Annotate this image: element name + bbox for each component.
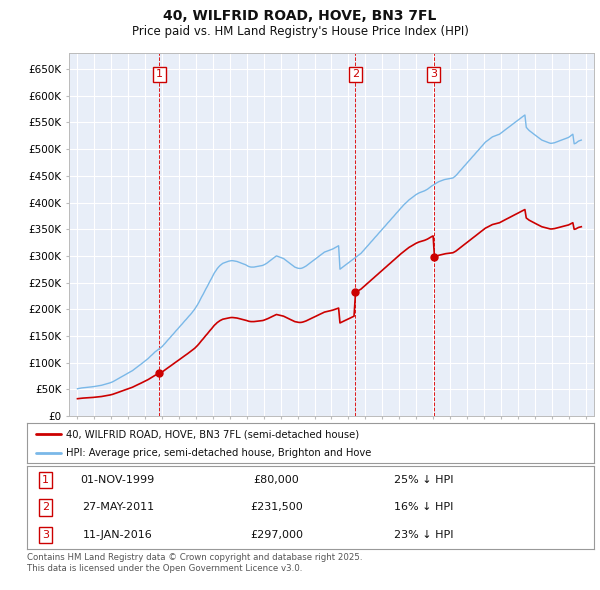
- Text: 40, WILFRID ROAD, HOVE, BN3 7FL: 40, WILFRID ROAD, HOVE, BN3 7FL: [163, 9, 437, 23]
- Text: 2: 2: [352, 70, 359, 80]
- Text: Contains HM Land Registry data © Crown copyright and database right 2025.
This d: Contains HM Land Registry data © Crown c…: [27, 553, 362, 573]
- Text: 2: 2: [42, 503, 49, 512]
- Text: 1: 1: [42, 475, 49, 485]
- Text: 11-JAN-2016: 11-JAN-2016: [83, 530, 152, 540]
- Text: £231,500: £231,500: [250, 503, 303, 512]
- Text: HPI: Average price, semi-detached house, Brighton and Hove: HPI: Average price, semi-detached house,…: [65, 448, 371, 458]
- Text: 3: 3: [430, 70, 437, 80]
- Text: 40, WILFRID ROAD, HOVE, BN3 7FL (semi-detached house): 40, WILFRID ROAD, HOVE, BN3 7FL (semi-de…: [65, 430, 359, 440]
- Text: 23% ↓ HPI: 23% ↓ HPI: [394, 530, 454, 540]
- Text: 1: 1: [156, 70, 163, 80]
- Text: 25% ↓ HPI: 25% ↓ HPI: [394, 475, 454, 485]
- Text: Price paid vs. HM Land Registry's House Price Index (HPI): Price paid vs. HM Land Registry's House …: [131, 25, 469, 38]
- Text: £297,000: £297,000: [250, 530, 303, 540]
- Text: £80,000: £80,000: [254, 475, 299, 485]
- Text: 27-MAY-2011: 27-MAY-2011: [82, 503, 154, 512]
- Text: 16% ↓ HPI: 16% ↓ HPI: [394, 503, 454, 512]
- Text: 01-NOV-1999: 01-NOV-1999: [80, 475, 155, 485]
- Text: 3: 3: [42, 530, 49, 540]
